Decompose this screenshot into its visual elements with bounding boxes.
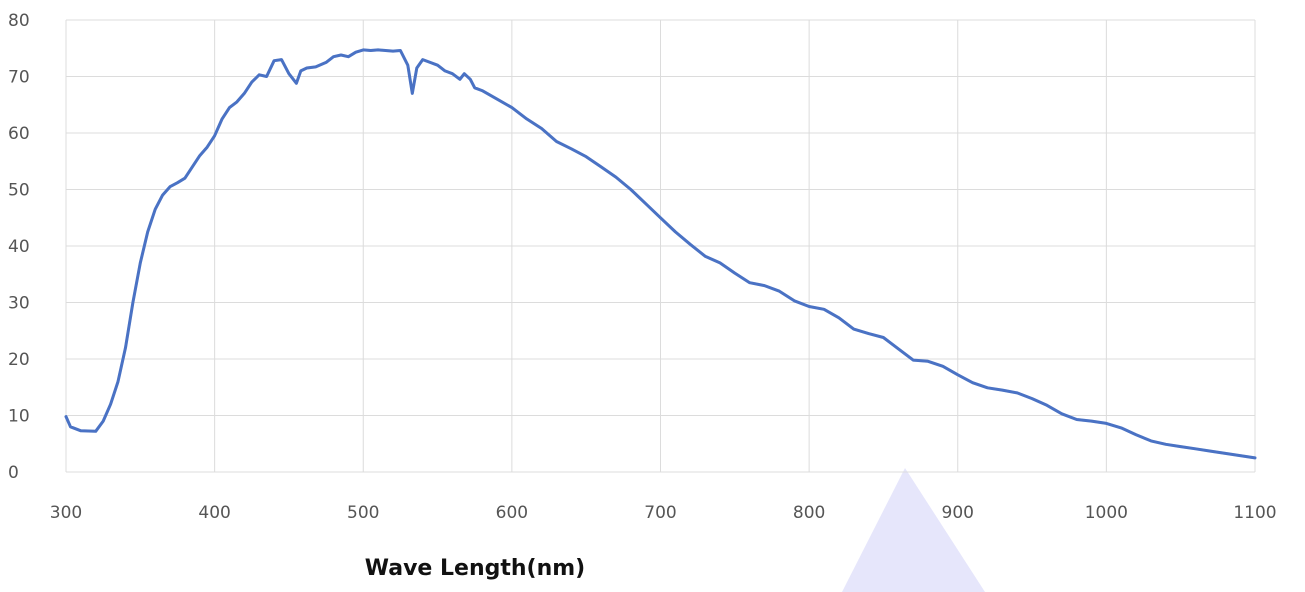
x-tick-label: 600 [496,503,528,523]
x-tick-label: 1100 [1233,503,1276,523]
x-tick-label: 300 [50,503,82,523]
x-tick-labels: 300 400 500 600 700 800 900 1000 1100 [50,503,1277,523]
x-axis-title: Wave Length(nm) [365,556,585,581]
y-tick-label: 80 [8,11,30,31]
watermark-shape [842,468,985,592]
y-tick-label: 30 [8,294,30,314]
y-tick-label: 50 [8,181,30,201]
x-tick-label: 500 [347,503,379,523]
x-tick-label: 900 [942,503,974,523]
y-tick-label: 60 [8,124,30,144]
y-tick-label: 0 [8,463,19,483]
y-tick-label: 40 [8,237,30,257]
x-tick-label: 800 [793,503,825,523]
series-line [64,48,1257,460]
y-tick-label: 20 [8,350,30,370]
x-tick-label: 1000 [1085,503,1128,523]
y-tick-labels: 0 10 20 30 40 50 60 70 80 [8,11,30,483]
y-tick-label: 10 [8,407,30,427]
series-layer [64,48,1257,460]
x-tick-label: 700 [644,503,676,523]
x-tick-label: 400 [198,503,230,523]
grid-layer [65,19,1256,473]
y-tick-label: 70 [8,68,30,88]
